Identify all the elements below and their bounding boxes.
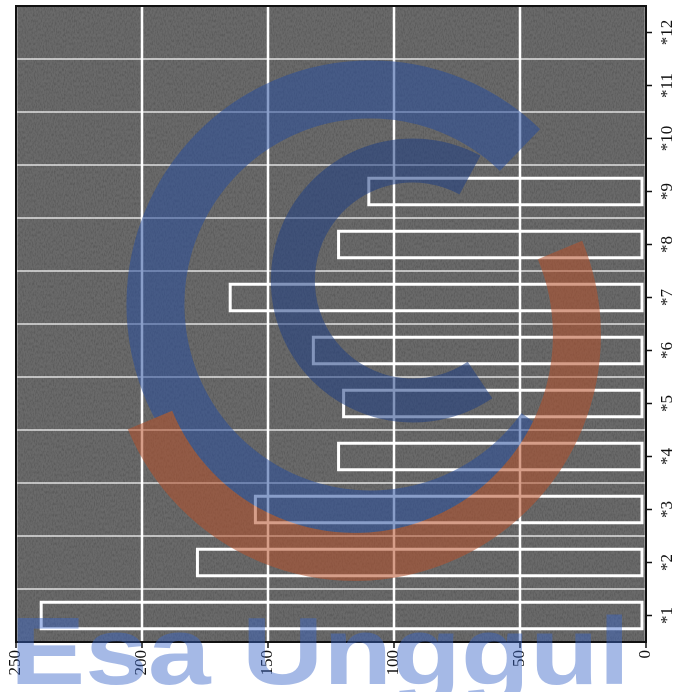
bar-7 bbox=[228, 282, 644, 313]
bar-1 bbox=[39, 600, 644, 631]
category-label-7: *7 bbox=[657, 289, 676, 307]
category-label-11: *11 bbox=[657, 73, 676, 98]
category-label-9: *9 bbox=[657, 183, 676, 200]
category-label-1: *1 bbox=[657, 607, 676, 624]
category-axis: *1 *2 *3 *4 *5 *6 *7 *8 *9 *10 *11 *12 bbox=[646, 20, 676, 624]
x-axis: 250 200 150 100 50 0 bbox=[5, 642, 654, 676]
x-tick-label-3: 100 bbox=[383, 650, 402, 676]
x-tick-label-5: 0 bbox=[635, 650, 654, 659]
category-label-6: *6 bbox=[657, 342, 676, 359]
plot-frame bbox=[15, 5, 647, 643]
category-label-3: *3 bbox=[657, 501, 676, 518]
category-label-5: *5 bbox=[657, 395, 676, 412]
category-label-12: *12 bbox=[657, 20, 676, 46]
x-tick-label-2: 150 bbox=[257, 650, 276, 676]
category-label-10: *10 bbox=[657, 126, 676, 152]
watermark-logo bbox=[126, 60, 601, 581]
x-tick-label-0: 250 bbox=[5, 650, 24, 676]
watermark-text: Esa Unggul bbox=[10, 598, 630, 692]
x-tick-label-1: 200 bbox=[131, 650, 150, 676]
x-tick-label-4: 50 bbox=[509, 650, 528, 667]
bar-8 bbox=[337, 229, 644, 260]
category-label-4: *4 bbox=[657, 448, 676, 466]
category-label-8: *8 bbox=[657, 236, 676, 253]
category-label-2: *2 bbox=[657, 554, 676, 571]
